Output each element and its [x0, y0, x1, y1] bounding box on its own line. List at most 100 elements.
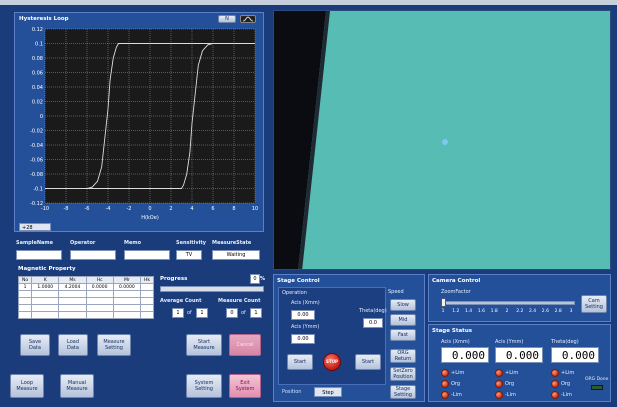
- table-header-cell: Hk: [139, 276, 155, 284]
- x-plus-lim-label: +Lim: [451, 369, 465, 376]
- load-data-button[interactable]: Load Data: [58, 334, 88, 356]
- camera-spot: [442, 139, 448, 145]
- x-tick-label: -2: [127, 206, 132, 212]
- y-tick-label: 0.04: [32, 85, 43, 91]
- status-acis-x-label: Acis (Xmm): [441, 339, 470, 345]
- table-cell: 1: [17, 283, 33, 291]
- x-plus-lim-row: +Lim: [441, 367, 487, 378]
- y-minus-lim-led: [495, 390, 503, 399]
- theta-input-label: Theta(deg): [359, 308, 387, 314]
- magnetic-table[interactable]: No K Ms Hc Mr Hk 1 1.0000 4.2004 0.0000 0.0000: [17, 276, 155, 319]
- measure-setting-button[interactable]: Measure Setting: [97, 334, 131, 356]
- zoom-slider-track[interactable]: [443, 301, 575, 305]
- sensitivity-field[interactable]: TV: [176, 250, 202, 260]
- acis-y-input[interactable]: 0.00: [291, 334, 315, 344]
- start-measure-button[interactable]: Start Measure: [186, 334, 222, 356]
- table-cell: 0.0000: [85, 283, 114, 291]
- camera-dark-edge: [274, 11, 330, 269]
- y-minus-lim-row: -Lim: [495, 389, 541, 400]
- x-tick-label: -8: [64, 206, 69, 212]
- x-limit-indicators: +Lim Org -Lim: [441, 367, 487, 400]
- sample-name-field[interactable]: [16, 250, 62, 260]
- sample-info: SampleName Operator Memo Sensitivity TV …: [14, 238, 264, 262]
- average-count-value[interactable]: 1: [172, 308, 184, 318]
- table-cell: 0.0000: [112, 283, 141, 291]
- table-header-cell: No: [17, 276, 33, 284]
- x-tick-label: 10: [252, 206, 258, 212]
- stop-label: STOP: [326, 359, 338, 364]
- org-return-button[interactable]: ORG Return: [390, 349, 416, 363]
- measure-count-value[interactable]: 0: [226, 308, 238, 318]
- stage-status-title: Stage Status: [432, 328, 473, 334]
- x-tick-label: 2: [169, 206, 172, 212]
- manual-measure-button[interactable]: Manual Measure: [60, 374, 94, 398]
- tab-step-label: Step: [322, 390, 334, 396]
- table-row: 1 1.0000 4.2004 0.0000 0.0000: [17, 283, 155, 291]
- progress-value: 0: [250, 274, 260, 284]
- table-cell: 1.0000: [31, 283, 60, 291]
- camera-setting-button[interactable]: Cam Setting: [581, 295, 607, 313]
- loop-measure-button[interactable]: Loop Measure: [10, 374, 44, 398]
- y-tick-label: -0.04: [30, 143, 43, 149]
- speed-slow-button[interactable]: Slow: [390, 299, 416, 311]
- x-tick-label: -10: [41, 206, 49, 212]
- x-plus-lim-led: [441, 368, 449, 377]
- t-plus-lim-label: +Lim: [561, 369, 575, 376]
- theta-input[interactable]: 0.0: [363, 318, 383, 328]
- exit-system-button[interactable]: Exit System: [229, 374, 261, 398]
- measure-total-value[interactable]: 1: [250, 308, 262, 318]
- chart-graph-icon[interactable]: [240, 15, 256, 23]
- stage-setting-button[interactable]: Stage Setting: [390, 385, 416, 399]
- start-left-button[interactable]: Start: [287, 354, 313, 370]
- memo-field[interactable]: [124, 250, 170, 260]
- acis-x-input[interactable]: 0.00: [291, 310, 315, 320]
- t-plus-lim-led: [551, 368, 559, 377]
- y-plus-lim-row: +Lim: [495, 367, 541, 378]
- x-tick-label: 6: [211, 206, 214, 212]
- table-header-cell: Mr: [112, 276, 141, 284]
- save-data-button[interactable]: Save Data: [20, 334, 50, 356]
- y-tick-label: 0: [40, 114, 43, 120]
- acis-x-input-label: Acis (Xmm): [291, 300, 320, 306]
- zoom-scale-tick: 1.4: [465, 309, 473, 314]
- top-strip: [0, 0, 617, 5]
- table-cell: 4.2004: [58, 283, 87, 291]
- speed-fast-button[interactable]: Fast: [390, 329, 416, 341]
- x-minus-lim-label: -Lim: [451, 391, 462, 398]
- hysteresis-chart: 0.12 0.1 0.08 0.06 0.04 0.02 0 -0.02 -0.04 -0.06 -…: [30, 27, 258, 221]
- t-minus-lim-label: -Lim: [561, 391, 572, 398]
- zoom-scale-tick: 2.6: [541, 309, 549, 314]
- stop-button[interactable]: STOP: [323, 353, 341, 371]
- x-axis-label: H(kOe): [141, 215, 159, 221]
- zoom-scale-tick: 2.8: [554, 309, 562, 314]
- tab-step[interactable]: Step: [314, 387, 342, 397]
- setzero-position-button[interactable]: SetZero Position: [390, 367, 416, 381]
- average-total-value[interactable]: 1: [196, 308, 208, 318]
- tab-position[interactable]: Position: [282, 387, 301, 397]
- zoom-scale: 1 1.2 1.4 1.6 1.8 2 2.2 2.4 2.6 2.8 3: [439, 309, 579, 315]
- operator-field[interactable]: [70, 250, 116, 260]
- measure-of-label: of: [241, 310, 246, 316]
- zoom-scale-tick: 1.8: [490, 309, 498, 314]
- start-right-button[interactable]: Start: [355, 354, 381, 370]
- y-org-row: Org: [495, 378, 541, 389]
- y-tick-label: -0.08: [30, 172, 43, 178]
- camera-view[interactable]: [273, 10, 611, 270]
- measure-state-field: Waiting: [212, 250, 260, 260]
- cancel-button[interactable]: Cancel: [229, 334, 261, 356]
- measure-count-label: Measure Count: [218, 298, 261, 304]
- y-minus-lim-label: -Lim: [505, 391, 516, 398]
- y-plus-lim-label: +Lim: [505, 369, 519, 376]
- progress-unit: %: [260, 276, 266, 282]
- y-plus-lim-led: [495, 368, 503, 377]
- average-of-label: of: [187, 310, 192, 316]
- speed-mid-button[interactable]: Mid: [390, 314, 416, 326]
- chart-option-button[interactable]: N: [218, 15, 236, 23]
- zoom-control[interactable]: +28: [19, 223, 51, 231]
- system-setting-button[interactable]: System Setting: [186, 374, 222, 398]
- average-count-label: Average Count: [160, 298, 202, 304]
- zoom-slider-thumb[interactable]: [441, 298, 446, 307]
- hysteresis-panel: Hysteresis Loop N 0.12 0.1 0.08 0.06 0.04 0.0…: [14, 12, 264, 232]
- memo-label: Memo: [124, 240, 142, 246]
- table-header-cell: K: [31, 276, 60, 284]
